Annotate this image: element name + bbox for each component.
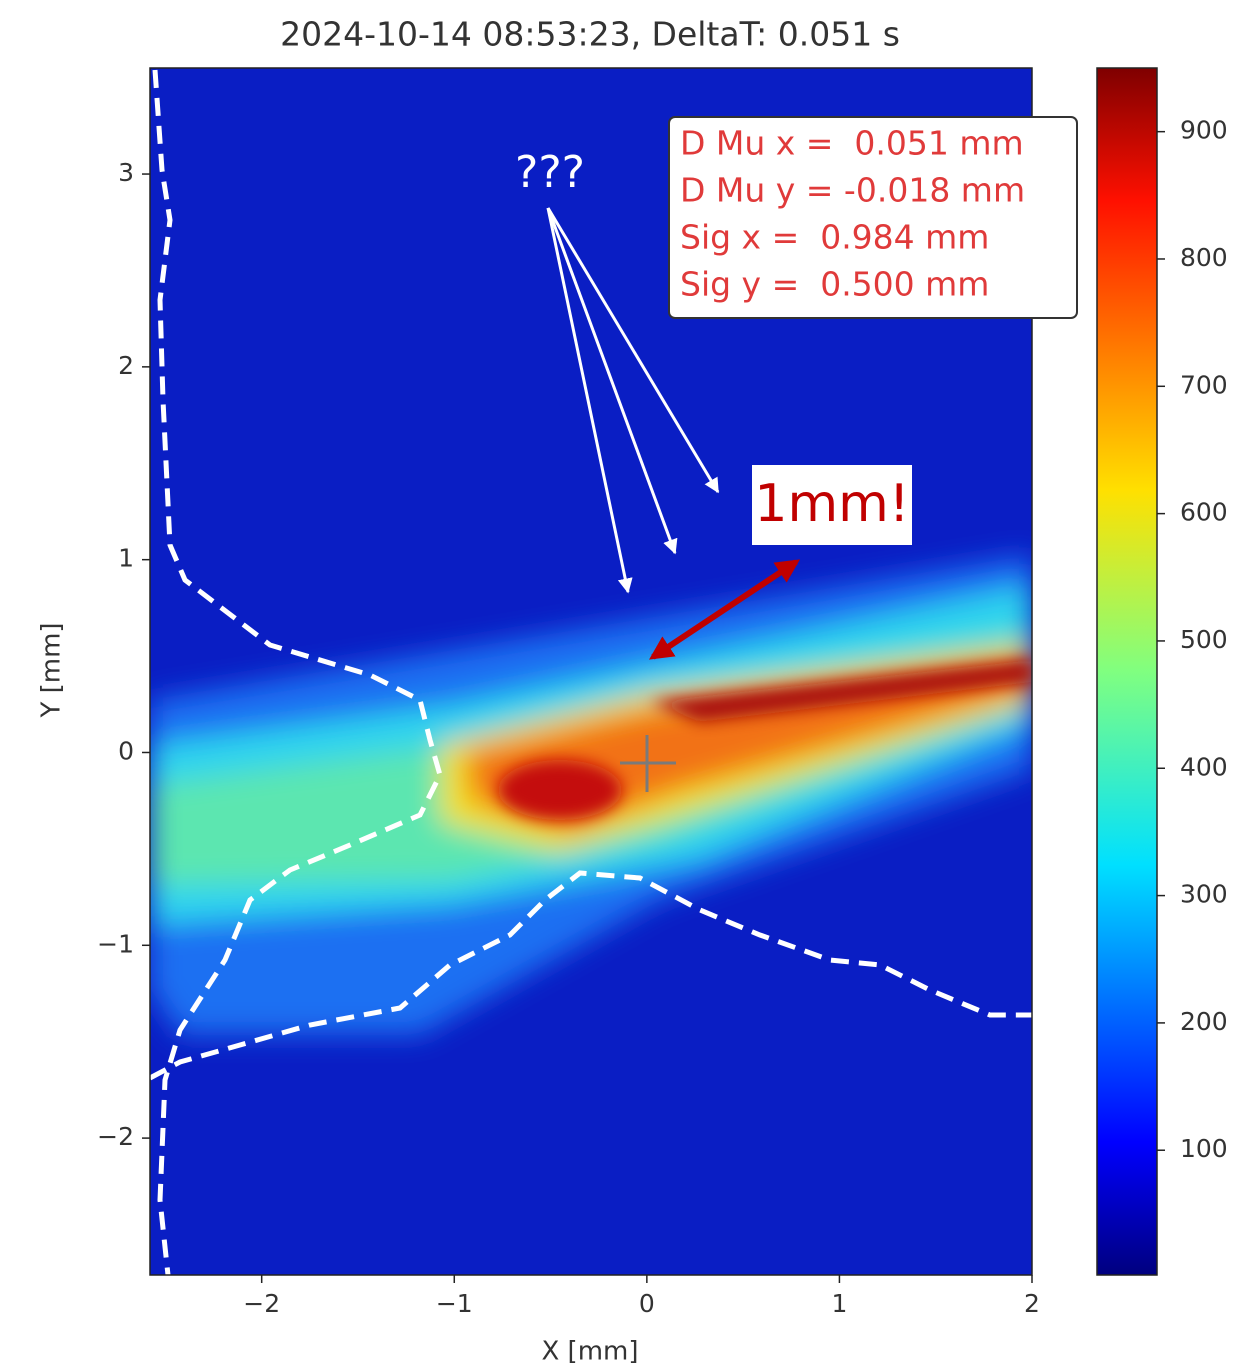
y-tick-label: −2	[97, 1122, 134, 1151]
question-arrows	[546, 207, 720, 594]
y-axis-label: Y [mm]	[37, 622, 67, 718]
y-tick-label: −1	[97, 929, 134, 958]
stats-line: D Mu y = -0.018 mm	[680, 171, 1025, 210]
stats-line: Sig y = 0.500 mm	[680, 265, 989, 304]
note-box	[752, 465, 912, 545]
y-tick-label: 2	[118, 351, 134, 380]
stats-box	[668, 116, 1078, 319]
colorbar-tick-label: 500	[1180, 625, 1228, 654]
width-note: 1mm!	[754, 474, 909, 534]
colorbar-tick-label: 900	[1180, 116, 1228, 145]
colorbar-tick-label: 600	[1180, 498, 1228, 527]
question-label: ???	[515, 147, 585, 198]
x-axis-label: X [mm]	[541, 1337, 638, 1367]
colorbar-tick-label: 100	[1180, 1134, 1228, 1163]
x-tick-label: 1	[831, 1289, 847, 1318]
colorbar-tick-label: 400	[1180, 752, 1228, 781]
stats-line: D Mu x = 0.051 mm	[680, 124, 1024, 163]
y-tick-label: 1	[118, 544, 134, 573]
x-tick-label: −2	[243, 1289, 280, 1318]
x-tick-label: 2	[1024, 1289, 1040, 1318]
colorbar-tick-label: 800	[1180, 243, 1228, 272]
x-tick-label: 0	[639, 1289, 655, 1318]
colorbar-tick-label: 300	[1180, 880, 1228, 909]
x-tick-label: −1	[436, 1289, 473, 1318]
colorbar-tick-label: 200	[1180, 1007, 1228, 1036]
chart-title: 2024-10-14 08:53:23, DeltaT: 0.051 s	[280, 15, 900, 54]
colorbar-tick-label: 700	[1180, 370, 1228, 399]
y-tick-label: 0	[118, 736, 134, 765]
colorbar	[1096, 67, 1158, 1276]
stats-line: Sig x = 0.984 mm	[680, 218, 989, 257]
width-arrow	[649, 559, 800, 660]
y-tick-label: 3	[118, 158, 134, 187]
